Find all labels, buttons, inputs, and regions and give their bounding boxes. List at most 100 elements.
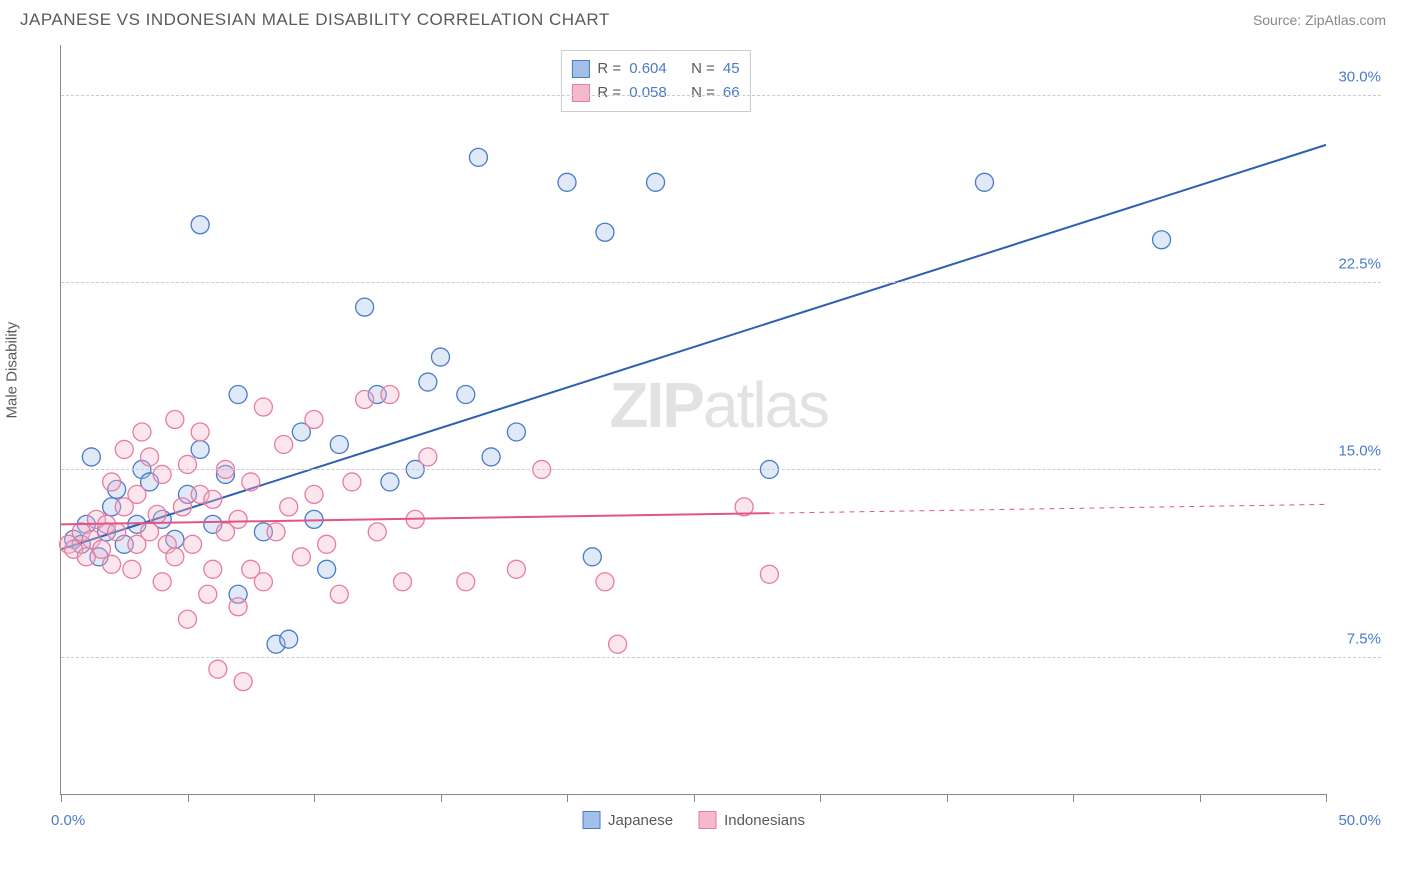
data-point [394,573,412,591]
data-point [760,565,778,583]
data-point [596,573,614,591]
legend-series-label: Indonesians [724,812,805,829]
gridline [61,657,1381,658]
chart-container: Male Disability ZIPatlas R = 0.604 N = 4… [40,35,1386,845]
legend-stats-row: R = 0.058 N = 66 [571,81,739,105]
data-point [173,498,191,516]
data-point [356,298,374,316]
x-min-label: 0.0% [51,812,85,829]
trend-line-dashed [769,504,1326,513]
legend-r-label: R = [597,57,621,81]
chart-title: JAPANESE VS INDONESIAN MALE DISABILITY C… [20,10,610,30]
y-tick-label: 22.5% [1338,256,1381,273]
data-point [609,635,627,653]
data-point [108,523,126,541]
legend-r-value: 0.604 [629,57,667,81]
data-point [368,523,386,541]
data-point [318,560,336,578]
data-point [191,423,209,441]
data-point [153,465,171,483]
legend-swatch [698,811,716,829]
data-point [148,505,166,523]
legend-n-label: N = [691,81,715,105]
data-point [242,473,260,491]
data-point [229,386,247,404]
data-point [275,435,293,453]
data-point [179,455,197,473]
data-point [184,535,202,553]
data-point [267,523,285,541]
data-point [469,148,487,166]
data-point [254,573,272,591]
data-point [141,523,159,541]
data-point [166,411,184,429]
x-max-label: 50.0% [1338,812,1381,829]
data-point [199,585,217,603]
data-point [381,473,399,491]
data-point [356,391,374,409]
data-point [343,473,361,491]
data-point [507,423,525,441]
data-point [280,498,298,516]
legend-series-label: Japanese [608,812,673,829]
chart-header: JAPANESE VS INDONESIAN MALE DISABILITY C… [0,0,1406,35]
y-tick-label: 7.5% [1347,630,1381,647]
data-point [647,173,665,191]
y-axis-label: Male Disability [4,322,21,419]
data-point [166,548,184,566]
data-point [191,216,209,234]
data-point [280,630,298,648]
legend-series-item: Japanese [582,811,673,829]
legend-n-label: N = [691,57,715,81]
legend-swatch [571,84,589,102]
y-tick-label: 30.0% [1338,68,1381,85]
legend-n-value: 66 [723,81,740,105]
data-point [153,573,171,591]
legend-swatch [571,60,589,78]
legend-series: Japanese Indonesians [582,811,805,829]
data-point [141,448,159,466]
data-point [419,448,437,466]
data-point [191,440,209,458]
x-tick [694,794,695,802]
x-tick [441,794,442,802]
data-point [229,598,247,616]
legend-n-value: 45 [723,57,740,81]
data-point [432,348,450,366]
plot-svg [61,45,1326,794]
data-point [318,535,336,553]
gridline [61,282,1381,283]
gridline [61,95,1381,96]
x-tick [820,794,821,802]
data-point [103,555,121,573]
data-point [179,610,197,628]
data-point [254,398,272,416]
data-point [229,510,247,528]
gridline [61,469,1381,470]
data-point [204,490,222,508]
data-point [103,473,121,491]
legend-r-value: 0.058 [629,81,667,105]
data-point [507,560,525,578]
x-tick [1073,794,1074,802]
data-point [381,386,399,404]
chart-source: Source: ZipAtlas.com [1253,12,1386,28]
data-point [583,548,601,566]
plot-area: ZIPatlas R = 0.604 N = 45 R = 0.058 N = … [60,45,1326,795]
x-tick [947,794,948,802]
data-point [133,423,151,441]
data-point [209,660,227,678]
data-point [457,573,475,591]
data-point [234,673,252,691]
legend-series-item: Indonesians [698,811,805,829]
data-point [975,173,993,191]
data-point [115,440,133,458]
data-point [123,560,141,578]
data-point [305,485,323,503]
data-point [457,386,475,404]
x-tick [61,794,62,802]
data-point [305,411,323,429]
y-tick-label: 15.0% [1338,443,1381,460]
data-point [482,448,500,466]
data-point [330,585,348,603]
